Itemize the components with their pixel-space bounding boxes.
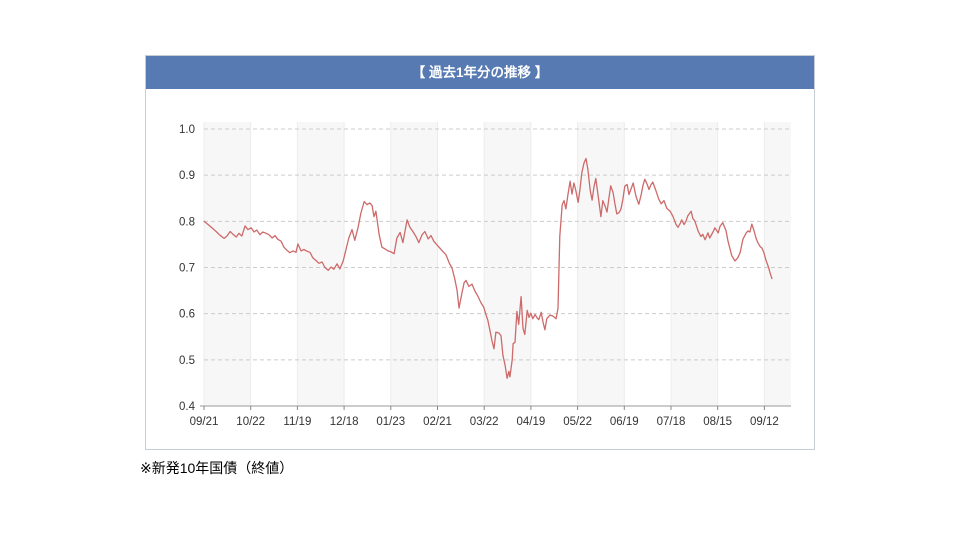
panel-header: 【 過去1年分の推移 】 — [146, 56, 814, 89]
band — [670, 122, 718, 406]
x-tick-label: 10/22 — [236, 416, 265, 428]
band — [390, 122, 438, 406]
band — [577, 122, 625, 406]
y-tick-label: 1.0 — [179, 124, 195, 136]
panel-title: 【 過去1年分の推移 】 — [411, 65, 549, 80]
x-tick-label: 09/12 — [750, 416, 779, 428]
y-tick-label: 0.4 — [179, 401, 196, 413]
chart-area: 1.0 0.9 0.8 0.7 0.6 0.5 0.4 09/21 10/22 11/19 12/1… — [146, 89, 814, 449]
band — [764, 122, 791, 406]
x-tick-label: 02/21 — [423, 416, 452, 428]
x-tick-label: 12/18 — [330, 416, 359, 428]
x-tick-label: 05/22 — [563, 416, 592, 428]
x-tick-label: 08/15 — [703, 416, 732, 428]
band — [204, 122, 251, 406]
series-line — [203, 157, 773, 379]
y-tick-label: 0.6 — [179, 309, 195, 321]
chart-svg: 1.0 0.9 0.8 0.7 0.6 0.5 0.4 09/21 10/22 11/19 12/1… — [179, 122, 791, 428]
x-tick-label: 11/19 — [283, 416, 311, 428]
x-tick-label: 03/22 — [470, 416, 499, 428]
y-tick-label: 0.7 — [179, 263, 195, 275]
x-tick-label: 09/21 — [190, 416, 219, 428]
x-tick-label: 07/18 — [657, 416, 686, 428]
band — [484, 122, 531, 406]
chart-panel: 【 過去1年分の推移 】 1.0 0.9 0.8 0.7 0.6 0.5 0.4 09/21 1… — [145, 55, 815, 450]
y-tick-label: 0.5 — [179, 355, 195, 367]
y-tick-label: 0.9 — [179, 170, 195, 182]
footnote: ※新発10年国債（終値） — [140, 460, 294, 476]
x-tick-label: 06/19 — [610, 416, 639, 428]
x-tick-label: 01/23 — [376, 416, 405, 428]
y-tick-label: 0.8 — [179, 216, 195, 228]
x-tick-label: 04/19 — [516, 416, 545, 428]
